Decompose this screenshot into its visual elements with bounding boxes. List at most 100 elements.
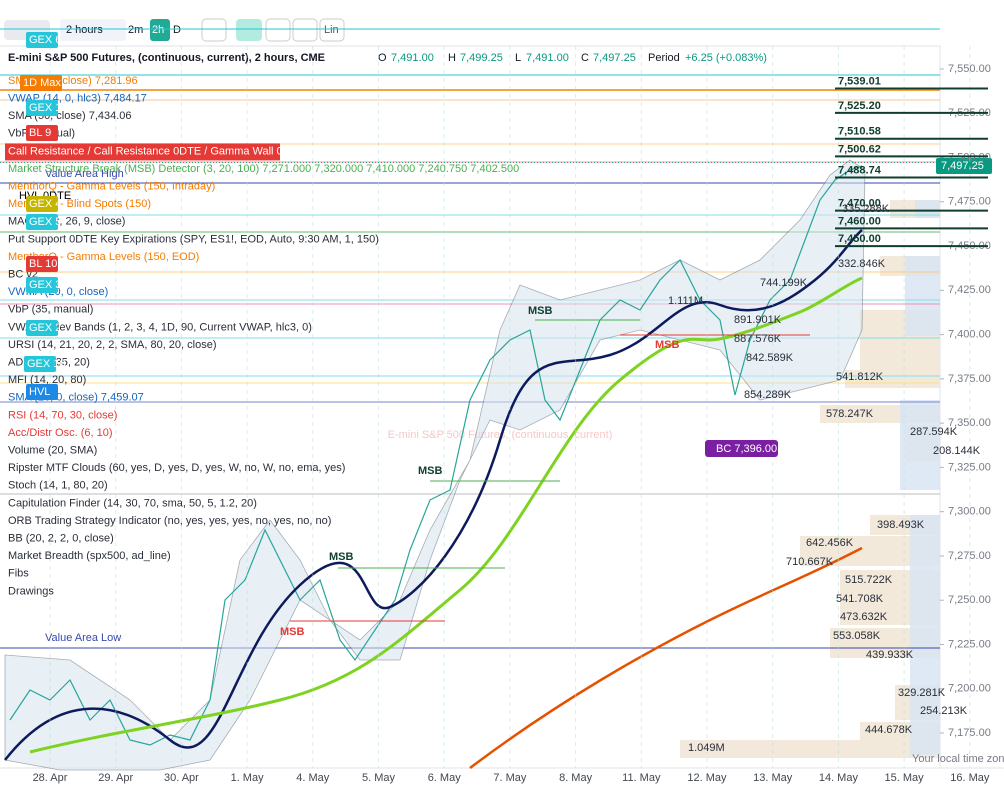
annotation: MSB <box>329 551 354 563</box>
last-price-bg <box>936 158 992 174</box>
btn-2h-bg <box>150 19 170 41</box>
legend-item: Volume (20, SMA) <box>8 445 97 457</box>
annotation: MSB <box>280 626 305 638</box>
level-label: 7,525.20 <box>838 100 881 112</box>
l-label: L <box>515 52 521 64</box>
legend-item: URSI (14, 21, 20, 2, 2, SMA, 80, 20, clo… <box>8 339 217 351</box>
btn-2m[interactable]: 2m <box>128 24 143 36</box>
profile-label: 744.199K <box>760 277 808 289</box>
badge-label: BL 9 <box>29 127 51 139</box>
legend-item: Market Breadth (spx500, ad_line) <box>8 550 171 562</box>
btn-2h[interactable]: 2h <box>152 24 164 36</box>
badge <box>26 320 58 336</box>
x-tick-label: 11. May <box>622 772 661 784</box>
profile-label: 254.213K <box>920 705 968 717</box>
annotation: MSB <box>528 305 553 317</box>
ohlc: O 7,491.00 H 7,499.25 L 7,491.00 C 7,497… <box>378 52 767 64</box>
badge-label: GEX 3 <box>29 279 61 291</box>
profile-label: 439.933K <box>866 649 914 661</box>
profile-label: 208.144K <box>933 445 981 457</box>
volume-profile-blue <box>900 200 940 755</box>
level-label: 7,510.58 <box>838 126 881 138</box>
timezone: Your local time zone <box>912 753 1004 765</box>
profile-label: 335.288K <box>842 203 890 215</box>
lin: Lin <box>324 24 339 36</box>
y-tick-label: 7,550.00 <box>948 63 991 75</box>
legend-item: Drawings <box>8 585 54 597</box>
profile-label: 515.722K <box>845 574 893 586</box>
badge-label: GEX 4 <box>29 198 61 210</box>
profile-label: 1.049M <box>688 742 725 754</box>
x-tick-label: 4. May <box>296 772 330 784</box>
legend-item: VbP (35, manual) <box>8 304 93 316</box>
interval: 2 hours <box>66 24 103 36</box>
btn-d[interactable]: D <box>173 24 181 36</box>
profile-label: 287.594K <box>910 426 958 438</box>
badge-label: GEX 5 <box>29 216 61 228</box>
bollinger-bands <box>4 159 866 771</box>
badge <box>26 214 58 230</box>
legend-item: Acc/Distr Osc. (6, 10) <box>8 427 113 439</box>
badge <box>20 75 62 91</box>
legend-item: BB (20, 2, 2, 0, close) <box>8 533 114 545</box>
price-path <box>9 165 863 746</box>
bc-tag <box>705 440 778 457</box>
legend-item: Fibs <box>8 568 29 580</box>
chart-type-btn[interactable] <box>236 19 262 41</box>
y-tick-label: 7,425.00 <box>948 284 991 296</box>
annotation: MSB <box>418 465 443 477</box>
crosshair-btn[interactable] <box>292 18 318 42</box>
badge <box>26 125 58 141</box>
x-tick-label: 5. May <box>362 772 396 784</box>
badge <box>24 356 56 372</box>
o: 7,491.00 <box>391 52 434 64</box>
profile-label: 444.678K <box>865 724 913 736</box>
legend-item: Capitulation Finder (14, 30, 70, sma, 50… <box>8 497 257 509</box>
x-tick-label: 6. May <box>428 772 462 784</box>
badge-label: GEX 1 <box>29 102 61 114</box>
level-label: 7,450.00 <box>838 233 881 245</box>
x-tick-label: 12. May <box>687 772 727 784</box>
y-tick-label: 7,325.00 <box>948 461 991 473</box>
sma-200 <box>469 546 863 769</box>
lin-btn[interactable] <box>319 18 345 42</box>
annotation: Value Area Low <box>45 632 121 644</box>
profile-label: 642.456K <box>806 537 854 549</box>
badge-label: GEX 10 <box>27 358 66 370</box>
interval-select[interactable] <box>60 19 126 41</box>
legend-item: Call Resistance / Call Resistance 0DTE /… <box>8 145 305 157</box>
x-tick-label: 15. May <box>885 772 925 784</box>
profile-label: 332.846K <box>838 258 886 270</box>
x-tick-label: 16. May <box>950 772 990 784</box>
profile-label: 854.289K <box>744 389 792 401</box>
badge-label: BL 10 <box>29 258 57 270</box>
h: 7,499.25 <box>460 52 503 64</box>
level-label: 7,539.01 <box>838 75 881 87</box>
x-tick-label: 8. May <box>559 772 593 784</box>
x-tick-label: 30. Apr <box>164 772 199 784</box>
y-tick-label: 7,175.00 <box>948 727 991 739</box>
profile-label: 842.589K <box>746 352 794 364</box>
badge-label: GEX 2 <box>29 322 61 334</box>
legend-item: MenthorQ - Gamma Levels (150, Intraday) <box>8 181 215 193</box>
sma-20 <box>4 229 863 761</box>
profile-label: 398.493K <box>877 519 925 531</box>
plot-area: E-mini S&P 500 Futures, (continuous, cur… <box>0 28 992 771</box>
settings-btn[interactable] <box>201 18 227 42</box>
y-tick-label: 7,275.00 <box>948 550 991 562</box>
badge <box>26 277 58 293</box>
badge-label: HVL <box>29 386 50 398</box>
profile-label: 887.576K <box>734 333 782 345</box>
clock-btn[interactable] <box>265 18 291 42</box>
c-label: C <box>581 52 589 64</box>
symbol-title: E-mini S&P 500 Futures, (continuous, cur… <box>8 52 325 64</box>
profile-label: 541.812K <box>836 371 884 383</box>
level-label: 7,470.00 <box>838 198 881 210</box>
legend-item: MACD (12, 26, 9, close) <box>8 216 125 228</box>
legend-item: VWAP Stdev Bands (1, 2, 3, 4, 1D, 90, Cu… <box>8 321 312 333</box>
l: 7,491.00 <box>526 52 569 64</box>
x-tick-label: 1. May <box>231 772 265 784</box>
y-tick-label: 7,225.00 <box>948 638 991 650</box>
legend-item: MFI (14, 20, 80) <box>8 374 86 386</box>
